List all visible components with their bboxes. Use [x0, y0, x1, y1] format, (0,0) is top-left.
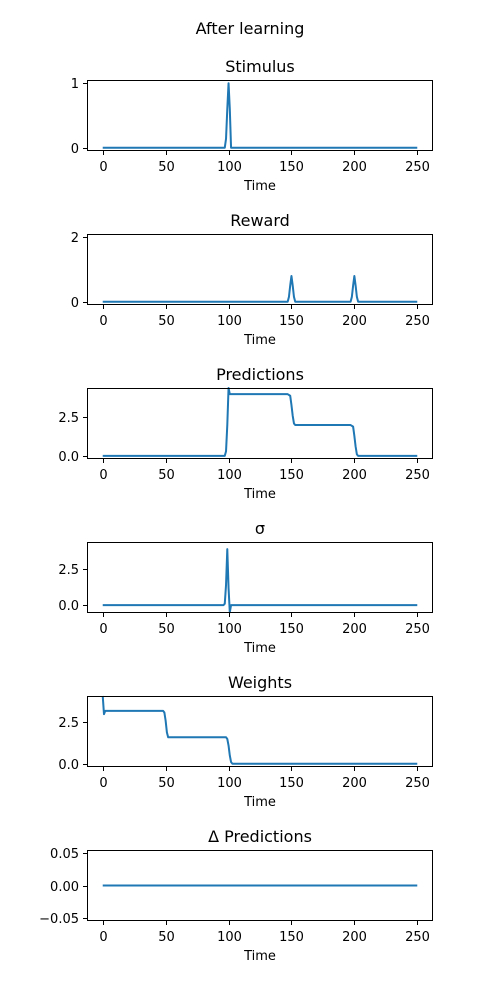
series-line — [102, 82, 418, 149]
x-tick-label: 50 — [158, 622, 175, 637]
x-tick-label: 150 — [279, 930, 304, 945]
plot-frame — [87, 542, 433, 613]
panel-1: Reward 0 50 100 150 200 250 0 2 Time — [71, 211, 433, 348]
figure-title: After learning — [196, 19, 305, 38]
y-tick-label: 2 — [71, 231, 79, 246]
series-line — [101, 695, 418, 765]
x-tick-label: 100 — [217, 314, 242, 329]
x-tick-label: 0 — [99, 776, 107, 791]
plot-frame — [87, 234, 433, 305]
panel-title: Weights — [228, 673, 292, 692]
x-tick-label: 0 — [99, 314, 107, 329]
y-tick-label: 0 — [71, 296, 79, 311]
x-tick-label: 250 — [405, 930, 430, 945]
x-tick-label: 50 — [158, 930, 175, 945]
series-line — [102, 387, 418, 457]
x-tick-label: 200 — [342, 776, 367, 791]
panel-title: Stimulus — [225, 57, 295, 76]
y-tick-label: 0.05 — [50, 847, 79, 862]
x-tick-label: 50 — [158, 468, 175, 483]
panel-title: σ — [255, 519, 265, 538]
x-tick-label: 250 — [405, 160, 430, 175]
y-tick-label: 2.5 — [58, 716, 79, 731]
x-tick-label: 200 — [342, 160, 367, 175]
x-tick-label: 50 — [158, 776, 175, 791]
x-tick-label: 250 — [405, 776, 430, 791]
panel-5: Δ Predictions 0 50 100 150 200 250 0.05 0.00 −0.0… — [39, 827, 433, 964]
plot-frame — [87, 850, 433, 921]
x-tick-label: 150 — [279, 314, 304, 329]
x-axis-label: Time — [243, 641, 276, 656]
x-tick-label: 0 — [99, 930, 107, 945]
x-tick-label: 250 — [405, 622, 430, 637]
x-tick-label: 0 — [99, 622, 107, 637]
series-line — [102, 274, 418, 303]
x-tick-label: 0 — [99, 468, 107, 483]
y-tick-label: 0.00 — [50, 880, 79, 895]
panel-4: Weights 0 50 100 150 200 250 0.0 2.5 Time — [58, 673, 433, 810]
plot-frame — [87, 80, 433, 151]
x-tick-label: 50 — [158, 314, 175, 329]
panel-title: Reward — [230, 211, 290, 230]
y-tick-label: 2.5 — [58, 563, 79, 578]
y-tick-label: 0.0 — [58, 450, 79, 465]
series-line — [102, 548, 418, 614]
x-tick-label: 100 — [217, 930, 242, 945]
panel-0: Stimulus 0 50 100 150 200 250 0 1 Time — [71, 57, 433, 194]
y-tick-label: 1 — [71, 77, 79, 92]
x-tick-label: 100 — [217, 160, 242, 175]
x-tick-label: 100 — [217, 622, 242, 637]
plot-frame — [87, 696, 433, 767]
x-axis-label: Time — [243, 795, 276, 810]
x-tick-label: 100 — [217, 468, 242, 483]
x-tick-label: 0 — [99, 160, 107, 175]
panel-title: Predictions — [216, 365, 304, 384]
x-tick-label: 200 — [342, 622, 367, 637]
y-tick-label: −0.05 — [39, 912, 79, 927]
y-tick-label: 0.0 — [58, 599, 79, 614]
x-tick-label: 50 — [158, 160, 175, 175]
panel-3: σ 0 50 100 150 200 250 0.0 2.5 Time — [58, 519, 433, 656]
x-axis-label: Time — [243, 179, 276, 194]
y-tick-label: 2.5 — [58, 411, 79, 426]
x-tick-label: 200 — [342, 314, 367, 329]
x-tick-label: 100 — [217, 776, 242, 791]
x-tick-label: 150 — [279, 622, 304, 637]
x-axis-label: Time — [243, 949, 276, 964]
x-tick-label: 150 — [279, 160, 304, 175]
x-tick-label: 150 — [279, 776, 304, 791]
y-tick-label: 0 — [71, 142, 79, 157]
panel-2: Predictions 0 50 100 150 200 250 0.0 2.5 Time — [58, 365, 433, 502]
x-axis-label: Time — [243, 333, 276, 348]
x-tick-label: 200 — [342, 930, 367, 945]
x-tick-label: 250 — [405, 314, 430, 329]
x-tick-label: 200 — [342, 468, 367, 483]
y-tick-label: 0.0 — [58, 758, 79, 773]
x-tick-label: 150 — [279, 468, 304, 483]
x-axis-label: Time — [243, 487, 276, 502]
plot-frame — [87, 388, 433, 459]
x-tick-label: 250 — [405, 468, 430, 483]
panel-title: Δ Predictions — [208, 827, 312, 846]
